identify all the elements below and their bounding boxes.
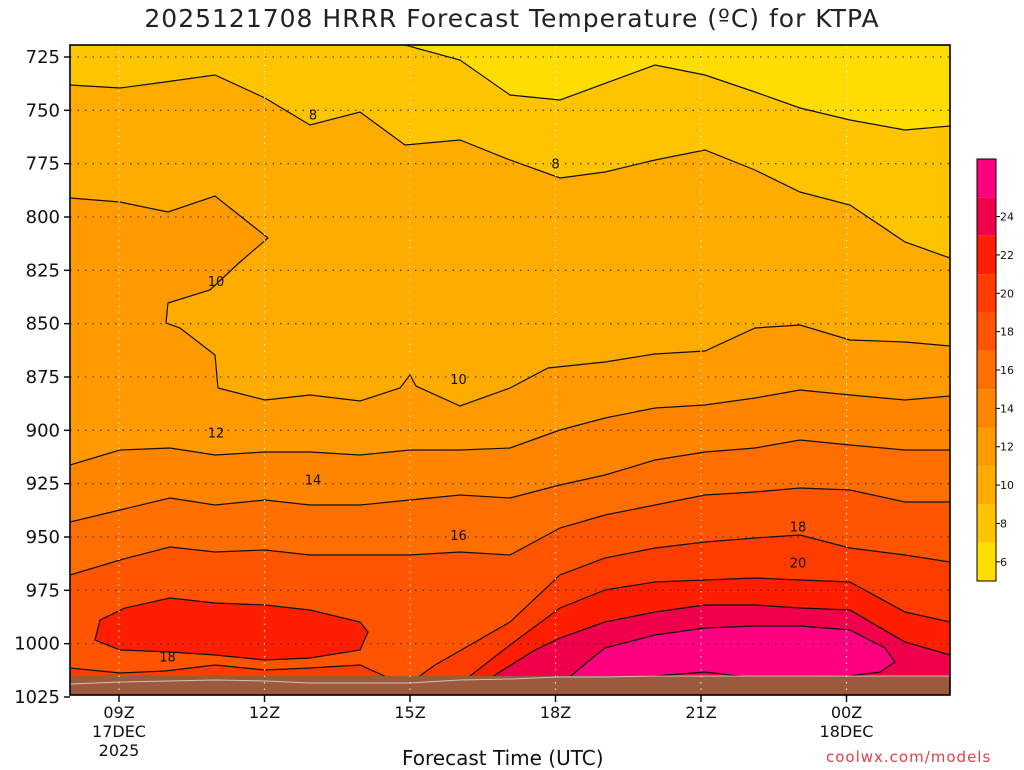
contour-label-3: 10 bbox=[450, 373, 467, 388]
contour-label-4: 12 bbox=[208, 426, 225, 441]
y-tick-label-850: 850 bbox=[26, 314, 60, 335]
x-tick-label-09Z: 09Z bbox=[103, 703, 134, 722]
colorbar-swatch-9 bbox=[977, 197, 996, 236]
y-tick-label-800: 800 bbox=[26, 207, 60, 228]
x-tick-label-21Z: 21Z bbox=[685, 703, 716, 722]
x-tick-label-12Z: 12Z bbox=[249, 703, 280, 722]
ground-edge bbox=[70, 675, 950, 685]
colorbar-swatch-6 bbox=[977, 312, 996, 351]
x-tick-label-00Z: 00Z bbox=[831, 703, 862, 722]
colorbar: 6 8 10 12 14 16 18 20 22 24 bbox=[976, 158, 1014, 582]
colorbar-label-22: 22 bbox=[1000, 249, 1014, 262]
credit-text: coolwx.com/models bbox=[826, 748, 992, 766]
y-axis: 725 750 775 800 825 850 875 900 925 950 975 1000 102… bbox=[14, 47, 70, 708]
x-tick-date-00Z: 18DEC bbox=[820, 722, 874, 741]
colorbar-label-8: 8 bbox=[1000, 517, 1007, 530]
chart-title: 2025121708 HRRR Forecast Temperature (ºC… bbox=[144, 4, 880, 33]
contour-label-0: 8 bbox=[309, 109, 317, 124]
contour-labels: 8 8 10 10 12 14 16 18 18 20 bbox=[159, 109, 806, 666]
grid-lines bbox=[70, 45, 950, 695]
y-tick-label-900: 900 bbox=[26, 420, 60, 441]
y-tick-label-950: 950 bbox=[26, 527, 60, 548]
plot-frame bbox=[69, 44, 951, 696]
y-tick-label-725: 725 bbox=[26, 47, 60, 68]
contour-label-7: 18 bbox=[159, 650, 176, 665]
x-tick-label-15Z: 15Z bbox=[394, 703, 425, 722]
colorbar-swatch-5 bbox=[977, 350, 996, 390]
colorbar-swatch-8 bbox=[977, 235, 996, 275]
colorbar-swatch-4 bbox=[977, 389, 996, 428]
y-tick-label-975: 975 bbox=[26, 580, 60, 601]
contour-label-5: 14 bbox=[305, 473, 322, 488]
colorbar-label-24: 24 bbox=[1000, 211, 1014, 224]
colorbar-label-18: 18 bbox=[1000, 326, 1014, 339]
contour-label-1: 8 bbox=[551, 158, 559, 173]
colorbar-swatch-3 bbox=[977, 427, 996, 466]
colorbar-label-12: 12 bbox=[1000, 441, 1014, 454]
colorbar-swatch-1 bbox=[977, 504, 996, 543]
contour-label-2: 10 bbox=[208, 275, 225, 290]
colorbar-swatch-7 bbox=[977, 274, 996, 313]
x-tick-date-09Z: 17DEC bbox=[92, 722, 146, 741]
x-axis-title: Forecast Time (UTC) bbox=[402, 746, 604, 770]
colorbar-swatch-0 bbox=[977, 542, 996, 581]
y-tick-label-750: 750 bbox=[26, 100, 60, 121]
y-tick-label-875: 875 bbox=[26, 367, 60, 388]
y-tick-label-1025: 1025 bbox=[14, 687, 60, 708]
colorbar-swatch-10 bbox=[977, 159, 996, 198]
y-tick-label-775: 775 bbox=[26, 154, 60, 175]
y-tick-label-825: 825 bbox=[26, 260, 60, 281]
colorbar-label-14: 14 bbox=[1000, 402, 1014, 415]
band-gt26 bbox=[548, 626, 895, 695]
y-tick-label-925: 925 bbox=[26, 474, 60, 495]
contour-label-8: 18 bbox=[790, 520, 807, 535]
band-gt18-pocket bbox=[95, 598, 368, 660]
colorbar-swatch-2 bbox=[977, 465, 996, 505]
x-tick-label-18Z: 18Z bbox=[540, 703, 571, 722]
contour-label-9: 20 bbox=[790, 557, 807, 572]
colorbar-label-10: 10 bbox=[1000, 479, 1014, 492]
ground-surface bbox=[70, 676, 950, 695]
colorbar-label-20: 20 bbox=[1000, 287, 1014, 300]
colorbar-label-6: 6 bbox=[1000, 556, 1007, 569]
contour-lines bbox=[70, 45, 950, 695]
contour-label-6: 16 bbox=[450, 529, 467, 544]
colorbar-label-16: 16 bbox=[1000, 364, 1014, 377]
x-tick-year-09Z: 2025 bbox=[99, 741, 140, 760]
y-tick-label-1000: 1000 bbox=[14, 634, 60, 655]
